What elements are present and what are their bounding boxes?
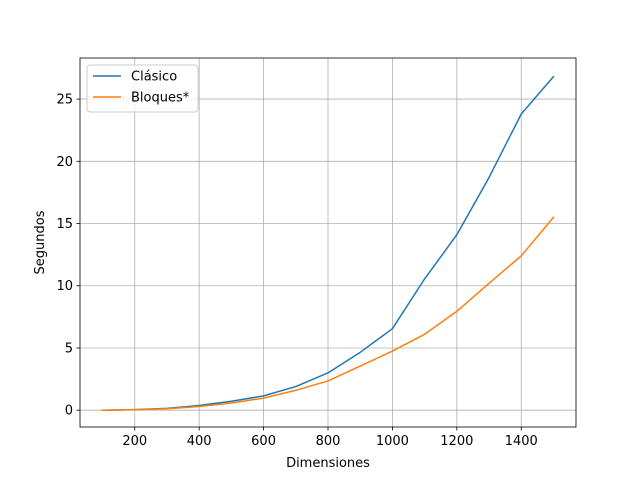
y-tick-label: 25 [56, 93, 73, 108]
series-line-2 [101, 216, 555, 411]
y-tick-label: 5 [65, 341, 73, 356]
legend-label-2: Bloques* [131, 91, 190, 106]
x-tick-label: 400 [187, 434, 212, 449]
series-lines [101, 75, 555, 411]
y-axis-ticks: 0 5 10 15 20 25 [56, 93, 80, 419]
y-tick-label: 0 [65, 404, 73, 419]
x-tick-label: 200 [122, 434, 147, 449]
legend-label-1: Clásico [131, 70, 177, 85]
y-tick-label: 15 [56, 217, 73, 232]
y-tick-label: 20 [56, 155, 73, 170]
x-axis-ticks: 200 400 600 800 1000 1200 1400 [122, 427, 538, 449]
legend: Clásico Bloques* [86, 64, 199, 113]
plot-area [79, 57, 577, 428]
x-tick-label: 1400 [505, 434, 538, 449]
x-tick-label: 800 [316, 434, 341, 449]
x-tick-label: 1000 [376, 434, 409, 449]
x-tick-label: 1200 [440, 434, 473, 449]
x-axis-label: Dimensiones [286, 456, 370, 471]
x-tick-label: 600 [251, 434, 276, 449]
y-axis-label: Segundos [33, 210, 48, 274]
y-tick-label: 10 [56, 279, 73, 294]
